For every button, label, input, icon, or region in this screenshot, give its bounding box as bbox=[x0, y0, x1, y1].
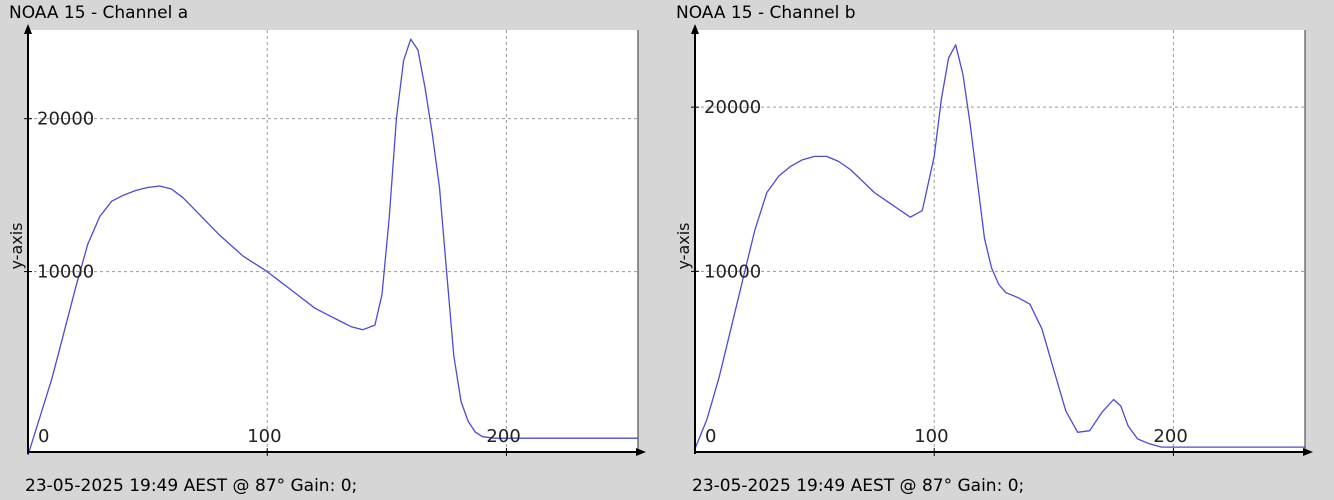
x-tick-label: 200 bbox=[486, 426, 520, 447]
chart-panel-b: NOAA 15 - Channel b 0 100 200 10000 20000 y-a… bbox=[667, 0, 1327, 500]
chart-title: NOAA 15 - Channel b bbox=[676, 3, 856, 23]
y-tick-label: 10000 bbox=[704, 261, 761, 282]
y-tick-label: 20000 bbox=[37, 109, 94, 130]
x-tick-label: 100 bbox=[247, 426, 281, 447]
chart-b-plot: 0 100 200 10000 20000 y-axis bbox=[674, 24, 1313, 456]
y-axis-arrow bbox=[691, 24, 699, 34]
x-tick-label: 200 bbox=[1153, 426, 1187, 447]
series-line bbox=[27, 38, 638, 456]
chart-panel-a: NOAA 15 - Channel a 0 100 200 10000 20000 y-a… bbox=[0, 0, 660, 500]
chart-a-plot: 0 100 200 10000 20000 y-axis bbox=[7, 24, 646, 456]
chart-footer: 23-05-2025 19:49 AEST @ 87° Gain: 0; bbox=[692, 476, 1025, 496]
x-tick-label: 0 bbox=[705, 426, 716, 447]
series-line bbox=[694, 44, 1305, 449]
chart-footer: 23-05-2025 19:49 AEST @ 87° Gain: 0; bbox=[25, 476, 358, 496]
y-axis-arrow bbox=[24, 24, 32, 34]
x-tick-label: 0 bbox=[38, 426, 49, 447]
plot-area bbox=[695, 30, 1305, 452]
x-axis-arrow bbox=[636, 448, 646, 456]
x-tick-label: 100 bbox=[914, 426, 948, 447]
y-tick-label: 20000 bbox=[704, 97, 761, 118]
y-axis-label: y-axis bbox=[674, 222, 693, 269]
y-tick-label: 10000 bbox=[37, 262, 94, 283]
x-axis-arrow bbox=[1303, 448, 1313, 456]
chart-title: NOAA 15 - Channel a bbox=[9, 3, 189, 23]
y-axis-label: y-axis bbox=[7, 222, 26, 269]
plot-area bbox=[28, 30, 638, 452]
